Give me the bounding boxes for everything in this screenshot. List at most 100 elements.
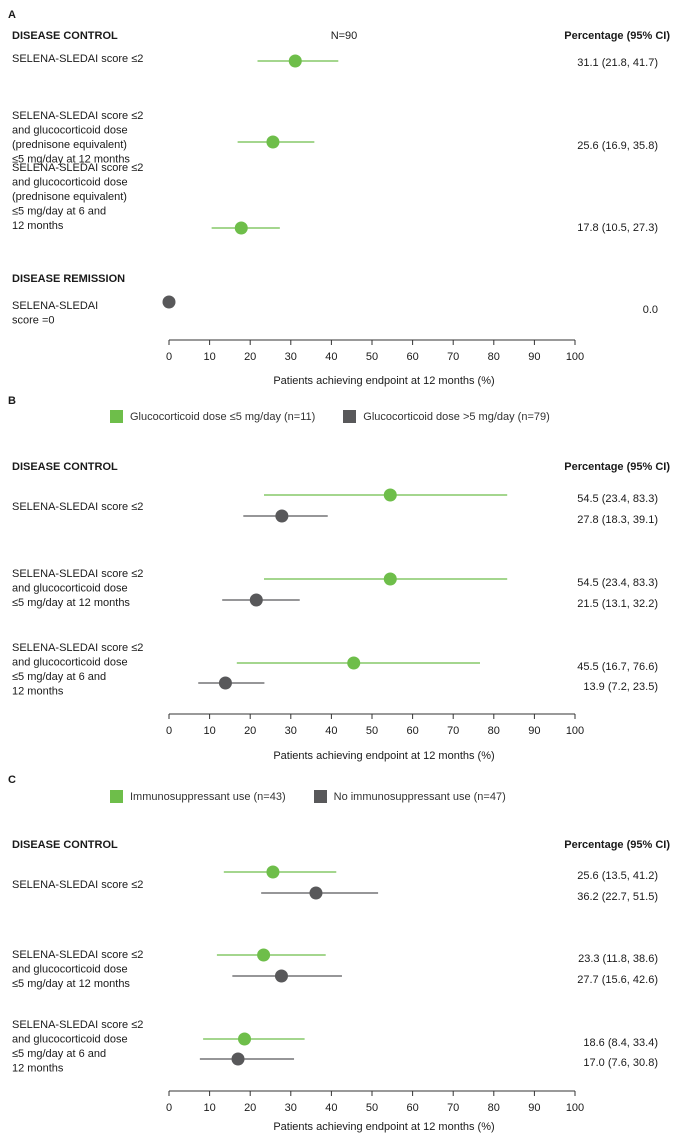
value-label: 23.3 (11.8, 38.6) bbox=[578, 953, 658, 965]
row-label-line: 12 months bbox=[12, 1063, 64, 1075]
point-estimate bbox=[288, 54, 302, 68]
x-tick-label: 50 bbox=[366, 1102, 378, 1114]
legend-label: Glucocorticoid dose >5 mg/day (n=79) bbox=[363, 410, 550, 423]
row-label-line: SELENA-SLEDAI score ≤2 bbox=[12, 110, 143, 122]
row-label-line: and glucocorticoid dose bbox=[12, 964, 128, 976]
row-label-line: and glucocorticoid dose bbox=[12, 583, 128, 595]
point-estimate bbox=[234, 221, 248, 235]
x-axis-title: Patients achieving endpoint at 12 months… bbox=[273, 375, 494, 387]
x-tick-label: 20 bbox=[244, 1102, 256, 1114]
row-label: SELENA-SLEDAI score ≤2 bbox=[12, 879, 143, 891]
value-label: 17.0 (7.6, 30.8) bbox=[583, 1057, 658, 1069]
panel-letter: C bbox=[8, 774, 16, 786]
row-label-line: ≤5 mg/day at 6 and bbox=[12, 671, 106, 683]
panel-letter: B bbox=[8, 395, 16, 407]
point-estimate bbox=[218, 676, 232, 690]
row-label: SELENA-SLEDAI score ≤2 and glucocorticoid… bbox=[12, 568, 143, 609]
point-estimate bbox=[383, 572, 397, 586]
legend-item: Immunosuppressant use (n=43) bbox=[110, 790, 286, 803]
point-estimate bbox=[347, 656, 361, 670]
legend-swatch-gray bbox=[343, 410, 357, 423]
row-label-line: (prednisone equivalent) bbox=[12, 139, 127, 151]
x-tick-label: 90 bbox=[528, 1102, 540, 1114]
value-label: 0.0 bbox=[643, 304, 658, 316]
group-title: DISEASE CONTROL bbox=[12, 461, 118, 473]
value-label: 21.5 (13.1, 32.2) bbox=[577, 598, 658, 610]
x-tick-label: 40 bbox=[325, 351, 337, 363]
value-label: 25.6 (13.5, 41.2) bbox=[577, 870, 658, 882]
panel-letter: A bbox=[8, 9, 16, 21]
x-tick-label: 90 bbox=[528, 351, 540, 363]
row-label: SELENA-SLEDAI score ≤2 bbox=[12, 501, 143, 513]
row-label-line: 12 months bbox=[12, 686, 64, 698]
x-tick-label: 30 bbox=[285, 351, 297, 363]
row-label-line: ≤5 mg/day at 12 months bbox=[12, 154, 130, 166]
point-estimate bbox=[383, 488, 397, 502]
legend-label: Glucocorticoid dose ≤5 mg/day (n=11) bbox=[130, 410, 316, 423]
x-tick-label: 70 bbox=[447, 725, 459, 737]
value-label: 27.7 (15.6, 42.6) bbox=[577, 974, 658, 986]
value-label: 31.1 (21.8, 41.7) bbox=[577, 57, 658, 69]
x-tick-label: 20 bbox=[244, 725, 256, 737]
x-tick-label: 10 bbox=[203, 351, 215, 363]
point-estimate bbox=[274, 969, 288, 983]
legend-panel-c: Immunosuppressant use (n=43) No immunosu… bbox=[110, 790, 534, 803]
x-axis-title: Patients achieving endpoint at 12 months… bbox=[273, 750, 494, 762]
x-tick-label: 20 bbox=[244, 351, 256, 363]
row-label: SELENA-SLEDAI score ≤2 and glucocorticoid… bbox=[12, 1019, 143, 1075]
row-label: SELENA-SLEDAI score ≤2 and glucocorticoid… bbox=[12, 642, 143, 698]
legend-swatch-green bbox=[110, 790, 123, 803]
row-label-line: SELENA-SLEDAI score ≤2 bbox=[12, 949, 143, 961]
x-tick-label: 40 bbox=[325, 725, 337, 737]
value-label: 54.5 (23.4, 83.3) bbox=[577, 493, 658, 505]
value-column-header: Percentage (95% CI) bbox=[564, 30, 670, 42]
row-label: SELENA-SLEDAI score ≤2 and glucocorticoid… bbox=[12, 110, 143, 166]
x-tick-label: 40 bbox=[325, 1102, 337, 1114]
point-estimate bbox=[249, 593, 263, 607]
legend-item: Glucocorticoid dose ≤5 mg/day (n=11) bbox=[110, 410, 315, 423]
value-label: 18.6 (8.4, 33.4) bbox=[583, 1037, 658, 1049]
group-title: DISEASE CONTROL bbox=[12, 839, 118, 851]
x-tick-label: 80 bbox=[488, 1102, 500, 1114]
row-label-line: and glucocorticoid dose bbox=[12, 125, 128, 137]
point-estimate bbox=[238, 1032, 252, 1046]
row-label-line: SELENA-SLEDAI score ≤2 bbox=[12, 568, 143, 580]
x-tick-label: 0 bbox=[166, 725, 172, 737]
row-label-line: SELENA-SLEDAI score ≤2 bbox=[12, 879, 143, 891]
value-label: 45.5 (16.7, 76.6) bbox=[577, 661, 658, 673]
point-estimate bbox=[309, 886, 323, 900]
point-estimate bbox=[266, 135, 280, 149]
row-label-line: and glucocorticoid dose bbox=[12, 177, 128, 189]
row-label-line: SELENA-SLEDAI score ≤2 bbox=[12, 162, 143, 174]
x-axis-title: Patients achieving endpoint at 12 months… bbox=[273, 1121, 494, 1133]
value-column-header: Percentage (95% CI) bbox=[564, 461, 670, 473]
x-tick-label: 0 bbox=[166, 1102, 172, 1114]
x-tick-label: 70 bbox=[447, 351, 459, 363]
legend-label: No immunosuppressant use (n=47) bbox=[333, 790, 506, 803]
group-title: DISEASE CONTROL bbox=[12, 30, 118, 42]
row-label-line: ≤5 mg/day at 12 months bbox=[12, 978, 130, 990]
legend-swatch-gray bbox=[313, 790, 327, 803]
point-estimate bbox=[162, 295, 176, 309]
x-tick-label: 80 bbox=[488, 351, 500, 363]
point-estimate bbox=[257, 948, 271, 962]
row-label: SELENA-SLEDAI score =0 bbox=[12, 300, 98, 327]
row-label-line: SELENA-SLEDAI score ≤2 bbox=[12, 1019, 143, 1031]
legend-panel-b: Glucocorticoid dose ≤5 mg/day (n=11) Glu… bbox=[110, 410, 578, 423]
row-label-line: SELENA-SLEDAI bbox=[12, 300, 98, 312]
x-tick-label: 100 bbox=[566, 351, 584, 363]
x-tick-label: 100 bbox=[566, 725, 584, 737]
point-estimate bbox=[231, 1052, 245, 1066]
value-label: 13.9 (7.2, 23.5) bbox=[583, 681, 658, 693]
legend-item: No immunosuppressant use (n=47) bbox=[313, 790, 506, 803]
row-label: SELENA-SLEDAI score ≤2 and glucocorticoid… bbox=[12, 162, 143, 232]
row-label-line: ≤5 mg/day at 12 months bbox=[12, 597, 130, 609]
value-label: 36.2 (22.7, 51.5) bbox=[577, 891, 658, 903]
legend-swatch-green bbox=[110, 410, 123, 423]
row-label-line: and glucocorticoid dose bbox=[12, 1034, 128, 1046]
value-label: 17.8 (10.5, 27.3) bbox=[577, 222, 658, 234]
x-tick-label: 0 bbox=[166, 351, 172, 363]
x-tick-label: 50 bbox=[366, 351, 378, 363]
row-label-line: SELENA-SLEDAI score ≤2 bbox=[12, 642, 143, 654]
